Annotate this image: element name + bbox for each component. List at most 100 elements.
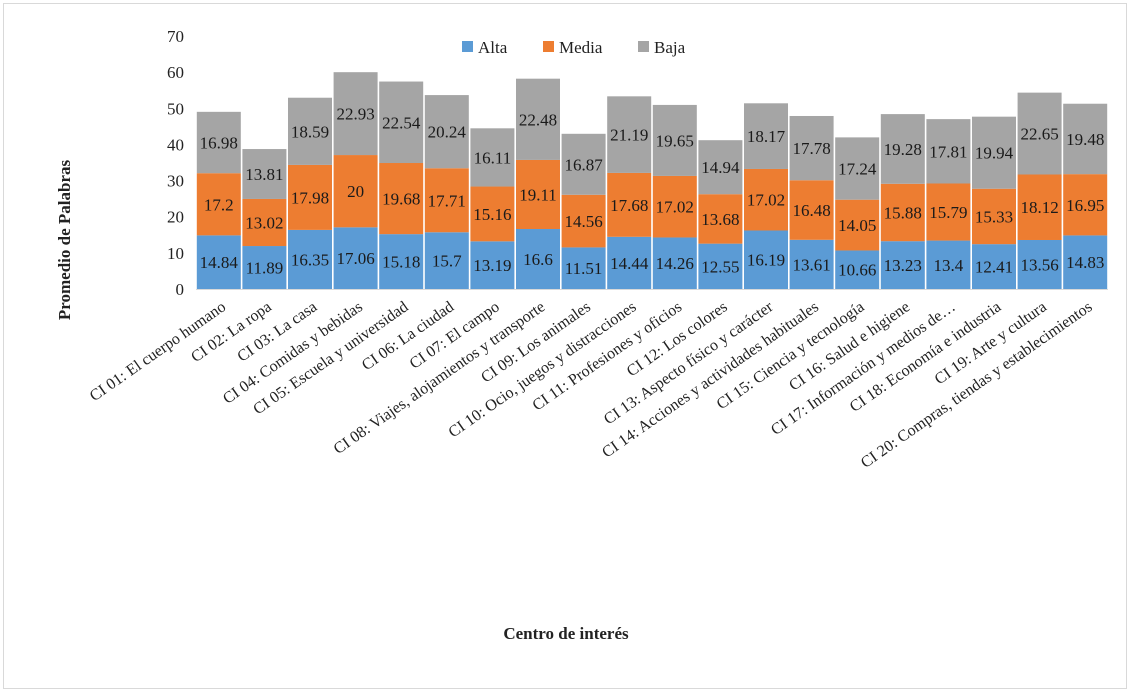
data-label-baja: 22.93 [336,105,374,124]
bar-segment-baja [926,119,971,184]
data-label-alta: 12.41 [975,258,1013,277]
y-tick-label: 0 [176,280,185,299]
legend-label-media: Media [559,38,603,57]
data-label-baja: 19.65 [656,131,694,150]
bar-segment-baja [1017,92,1062,175]
data-label-baja: 16.87 [564,155,603,174]
data-label-media: 15.88 [884,203,922,222]
y-tick-label: 10 [167,244,184,263]
data-label-alta: 16.35 [291,250,329,269]
data-label-alta: 17.06 [336,249,374,268]
x-axis-title: Centro de interés [503,624,629,643]
data-label-alta: 14.84 [200,253,239,272]
bar-segment-media [1017,174,1062,240]
bar-segment-alta [516,229,560,289]
bar-segment-baja [607,96,652,173]
data-label-media: 16.48 [792,201,830,220]
data-label-media: 19.68 [382,190,420,209]
legend-swatch-baja [638,41,649,52]
bar-segment-alta [880,241,925,289]
data-label-media: 13.68 [701,210,739,229]
bar-segment-media [561,194,606,248]
bar-segment-media [242,198,287,247]
data-label-baja: 19.28 [884,140,922,159]
data-label-media: 17.02 [656,198,694,217]
bar-segment-alta [698,243,743,289]
data-label-alta: 13.61 [792,255,830,274]
bar-segment-baja [972,116,1016,189]
data-label-baja: 17.78 [792,139,830,158]
bar-segment-baja [835,137,880,200]
data-label-baja: 22.48 [519,110,557,129]
y-axis-title: Promedio de Palabras [55,160,74,321]
bar-segment-media [196,173,241,236]
bar-segment-alta [835,250,880,289]
bar-segment-alta [926,240,971,289]
bar-segment-baja [652,104,697,176]
data-label-media: 13.02 [245,214,283,233]
data-label-alta: 14.44 [610,254,649,273]
data-label-media: 18.12 [1020,198,1058,217]
data-label-alta: 13.19 [473,256,511,275]
bar-segment-baja [288,97,332,165]
bar-segment-alta [972,244,1016,289]
data-label-media: 15.33 [975,207,1013,226]
data-label-baja: 18.17 [747,127,786,146]
bar-segment-media [424,168,469,233]
bar-segment-alta [652,237,697,289]
data-label-baja: 20.24 [428,123,467,142]
bar-segment-alta [333,227,378,289]
data-label-alta: 10.66 [838,261,876,280]
data-label-baja: 19.94 [975,144,1014,163]
data-label-alta: 14.26 [656,254,694,273]
chart-frame [3,3,1127,689]
bar-segment-alta [424,232,469,289]
data-label-baja: 16.98 [200,134,238,153]
bar-segment-baja [470,128,515,187]
bar-segment-baja [333,72,378,156]
data-label-media: 20 [347,182,364,201]
data-label-alta: 14.83 [1066,253,1104,272]
data-label-baja: 22.65 [1020,125,1058,144]
bar-segment-media [652,175,697,238]
bar-segment-media [379,163,424,235]
data-label-media: 17.68 [610,196,648,215]
data-label-media: 17.98 [291,188,329,207]
y-axis-ticks: 0 10 20 30 40 50 60 70 [167,27,184,299]
y-tick-label: 70 [167,27,184,46]
bar-segment-alta [196,235,241,289]
legend-swatch-alta [462,41,473,52]
data-label-media: 14.05 [838,216,876,235]
data-label-alta: 15.7 [432,252,462,271]
bar-segment-alta [561,247,606,289]
y-tick-label: 20 [167,208,184,227]
bar-segment-alta [1017,239,1062,289]
bar-segment-media [1063,174,1108,236]
data-label-alta: 12.55 [701,257,739,276]
bar-segment-baja [516,78,560,160]
bars [196,72,1108,289]
bar-segment-alta [744,230,788,289]
bar-segment-baja [789,115,834,181]
bar-segment-alta [288,229,332,289]
data-label-media: 19.11 [519,185,557,204]
legend-label-baja: Baja [654,38,686,57]
data-label-media: 17.02 [747,191,785,210]
bar-segment-baja [698,140,743,195]
bar-segment-baja [242,149,287,199]
legend: Alta Media Baja [462,38,686,57]
data-label-media: 14.56 [564,212,602,231]
bar-segment-baja [196,111,241,174]
data-label-alta: 13.4 [934,256,964,275]
data-label-media: 17.71 [428,191,466,210]
bar-segment-alta [789,239,834,289]
bar-segment-alta [607,236,652,289]
bar-segment-alta [470,241,515,289]
bar-segment-media [926,183,971,241]
data-label-alta: 16.6 [523,250,553,269]
data-label-alta: 13.56 [1020,256,1058,275]
bar-segment-media [880,183,925,242]
bar-segment-baja [424,95,469,169]
